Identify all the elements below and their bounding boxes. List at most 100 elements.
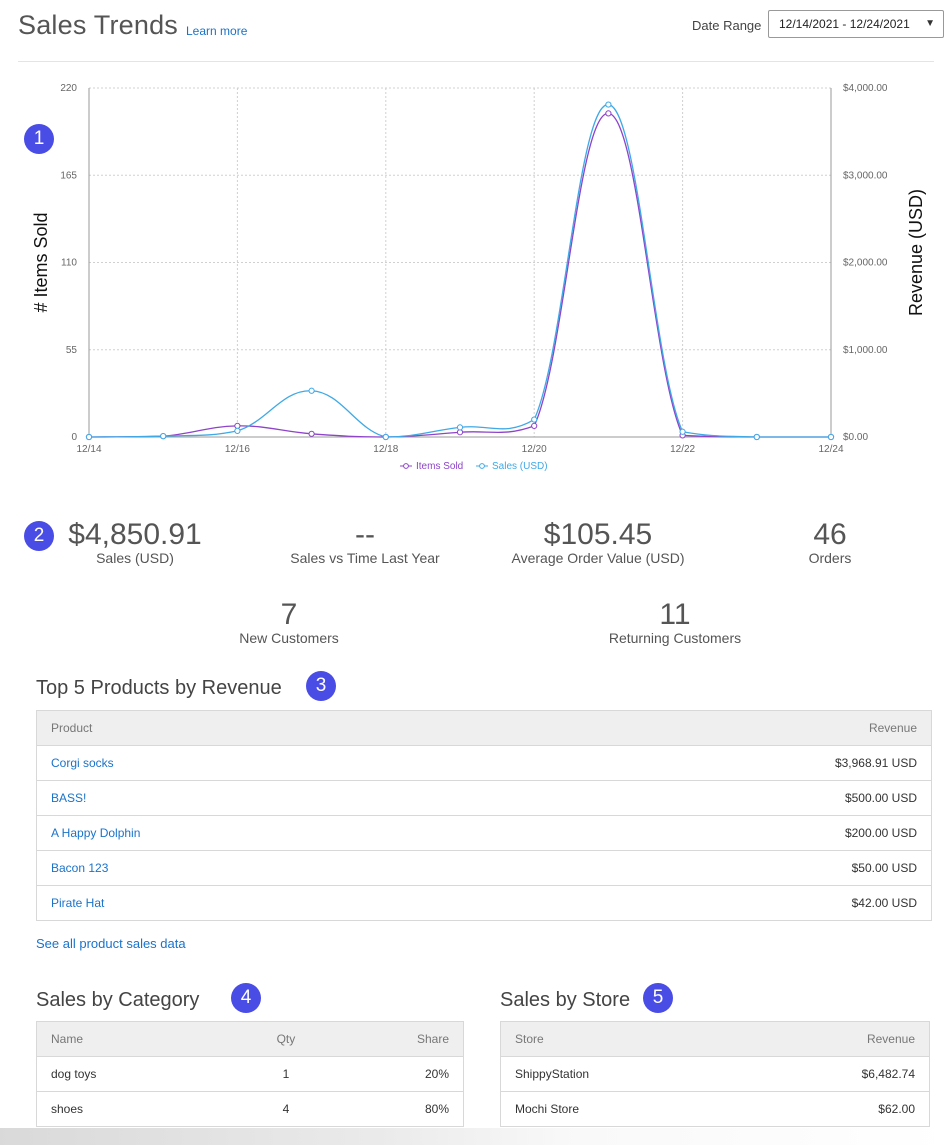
y-tick-label-left: 110	[61, 258, 77, 269]
badge-4: 4	[231, 983, 261, 1013]
data-point-sales-usd	[679, 428, 686, 435]
column-header-name[interactable]: Name	[36, 1021, 237, 1057]
table-row: Pirate Hat $42.00 USD	[36, 885, 933, 921]
sales-by-category-table: Name Qty Share dog toys 1 20% shoes 4 80…	[36, 1021, 465, 1127]
y-tick-label-right: $0.00	[843, 432, 868, 443]
y-tick-label-left: 220	[60, 83, 77, 94]
stat-sales: $4,850.91 Sales (USD)	[60, 520, 210, 567]
chart-grid	[89, 87, 831, 437]
page-header: Sales Trends Learn more Date Range 12/14…	[0, 0, 952, 62]
stat-orders-value: 46	[813, 518, 847, 551]
column-header-qty[interactable]: Qty	[236, 1021, 336, 1057]
column-header-store[interactable]: Store	[500, 1021, 740, 1057]
product-link[interactable]: Bacon 123	[36, 850, 499, 886]
x-tick-label: 12/14	[76, 444, 101, 455]
sales-trends-chart: 0 $0.00 55 $1,000.00 110 $2,000.00 165 $3,000.0…	[31, 83, 926, 472]
top-products-table: Product Revenue Corgi socks $3,968.91 US…	[36, 710, 933, 921]
legend-label-sales-usd: Sales (USD)	[492, 461, 548, 472]
date-range-select[interactable]: 12/14/2021 - 12/24/2021 ▼	[768, 10, 944, 38]
column-header-share[interactable]: Share	[335, 1021, 465, 1057]
chevron-down-icon: ▼	[925, 18, 935, 29]
badge-1: 1	[24, 124, 54, 154]
date-range-value: 12/14/2021 - 12/24/2021	[779, 17, 910, 31]
table-header-row: Product Revenue	[36, 710, 933, 746]
product-link[interactable]: Corgi socks	[36, 745, 499, 781]
table-header-row: Name Qty Share	[36, 1021, 465, 1057]
stat-returning-customers-label: Returning Customers	[608, 630, 742, 646]
y-axis-title-left: # Items Sold	[31, 212, 51, 312]
chart-axes: 0 $0.00 55 $1,000.00 110 $2,000.00 165 $3,000.0…	[31, 83, 926, 455]
category-qty: 1	[236, 1056, 336, 1092]
product-link[interactable]: BASS!	[36, 780, 499, 816]
column-header-product[interactable]: Product	[36, 710, 499, 746]
table-header-row: Store Revenue	[500, 1021, 931, 1057]
table-row: BASS! $500.00 USD	[36, 780, 933, 816]
badge-5: 5	[643, 983, 673, 1013]
stat-new-customers-label: New Customers	[239, 630, 339, 646]
see-all-product-sales-link[interactable]: See all product sales data	[36, 936, 186, 951]
stat-new-customers-value: 7	[280, 598, 298, 631]
store-revenue: $62.00	[739, 1091, 931, 1127]
table-row: A Happy Dolphin $200.00 USD	[36, 815, 933, 851]
product-link[interactable]: A Happy Dolphin	[36, 815, 499, 851]
product-link[interactable]: Pirate Hat	[36, 885, 499, 921]
category-share: 80%	[335, 1091, 465, 1127]
category-qty: 4	[236, 1091, 336, 1127]
product-revenue: $3,968.91 USD	[498, 745, 933, 781]
y-axis-title-right: Revenue (USD)	[906, 189, 926, 316]
data-point-sales-usd	[827, 433, 835, 441]
store-name: ShippyStation	[500, 1056, 740, 1092]
learn-more-link[interactable]: Learn more	[186, 24, 248, 38]
stat-avg-order-value: $105.45	[543, 518, 653, 551]
product-revenue: $42.00 USD	[498, 885, 933, 921]
data-point-sales-usd	[160, 433, 167, 440]
category-name: shoes	[36, 1091, 237, 1127]
table-row: Bacon 123 $50.00 USD	[36, 850, 933, 886]
sales-by-store-title: Sales by Store	[500, 989, 631, 1011]
top-products-title: Top 5 Products by Revenue	[36, 677, 282, 699]
column-header-store-revenue[interactable]: Revenue	[739, 1021, 931, 1057]
column-header-revenue[interactable]: Revenue	[498, 710, 933, 746]
stat-vs-last-year-value: --	[355, 518, 375, 551]
table-row: Mochi Store $62.00	[500, 1091, 931, 1127]
table-row: ShippyStation $6,482.74	[500, 1056, 931, 1092]
x-tick-label: 12/22	[670, 444, 695, 455]
stat-avg-order-label: Average Order Value (USD)	[511, 550, 685, 566]
bottom-shadow	[0, 1128, 952, 1145]
stat-orders-label: Orders	[808, 550, 852, 566]
table-row: Corgi socks $3,968.91 USD	[36, 745, 933, 781]
series-line-items-sold	[88, 112, 831, 438]
category-name: dog toys	[36, 1056, 237, 1092]
data-point-sales-usd	[382, 433, 389, 441]
y-tick-label-left: 165	[60, 170, 77, 181]
x-tick-label: 12/18	[373, 444, 398, 455]
data-point-sales-usd	[605, 101, 612, 108]
page-title: Sales Trends	[18, 10, 178, 40]
badge-3: 3	[306, 671, 336, 701]
stat-orders: 46 Orders	[780, 518, 880, 567]
y-tick-label-left: 0	[71, 432, 77, 443]
stat-returning-customers-value: 11	[659, 598, 691, 631]
sales-by-store-table: Store Revenue ShippyStation $6,482.74 Mo…	[500, 1021, 931, 1127]
data-point-sales-usd	[234, 427, 241, 434]
series-line-sales-usd	[88, 103, 831, 438]
stat-new-customers: 7 New Customers	[219, 598, 359, 647]
y-tick-label-right: $3,000.00	[843, 170, 888, 181]
data-point-items-sold	[531, 422, 538, 429]
legend-label-items-sold: Items Sold	[416, 461, 463, 472]
store-revenue: $6,482.74	[739, 1056, 931, 1092]
x-tick-label: 12/24	[818, 444, 843, 455]
data-point-sales-usd	[308, 387, 315, 394]
stat-sales-label: Sales (USD)	[96, 550, 174, 566]
data-point-sales-usd	[753, 433, 760, 441]
product-revenue: $500.00 USD	[498, 780, 933, 816]
legend-marker-items-sold	[403, 463, 409, 469]
x-tick-label: 12/20	[522, 444, 547, 455]
data-point-items-sold	[308, 430, 315, 437]
stat-avg-order: $105.45 Average Order Value (USD)	[500, 518, 696, 567]
legend-marker-sales-usd	[479, 463, 485, 469]
stat-returning-customers: 11 Returning Customers	[595, 598, 755, 647]
date-range-label: Date Range	[692, 18, 762, 33]
data-point-sales-usd	[456, 424, 464, 431]
stat-vs-last-year: -- Sales vs Time Last Year	[280, 518, 450, 567]
